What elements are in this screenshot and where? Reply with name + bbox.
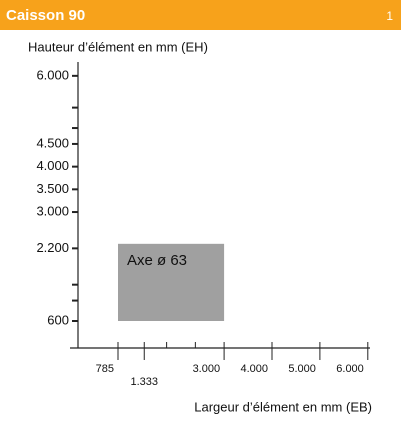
region-label: Axe ø 63 [127, 252, 187, 269]
x-tick-label: 3.000 [193, 363, 221, 375]
x-tick-label: 4.000 [240, 363, 268, 375]
x-tick-label: 785 [96, 363, 114, 375]
y-tick-label: 600 [47, 312, 69, 327]
x-axis-label: Largeur d’élément en mm (EB) [194, 399, 372, 414]
region [118, 243, 225, 321]
y-axis-label: Hauteur d’élément en mm (EH) [28, 39, 208, 54]
y-tick-label: 4.500 [36, 135, 69, 150]
y-tick-label: 3.500 [36, 181, 69, 196]
y-tick-label: 3.000 [36, 203, 69, 218]
chart-title: Caisson 90 [6, 7, 85, 24]
header-bar [0, 0, 401, 30]
page-number: 1 [386, 9, 393, 23]
x-tick-label: 5.000 [288, 363, 316, 375]
y-tick-label: 2.200 [36, 240, 69, 255]
y-tick-label: 6.000 [36, 67, 69, 82]
x-tick-label: 6.000 [336, 363, 364, 375]
x-tick-label: 1.333 [130, 376, 158, 388]
y-tick-label: 4.000 [36, 158, 69, 173]
